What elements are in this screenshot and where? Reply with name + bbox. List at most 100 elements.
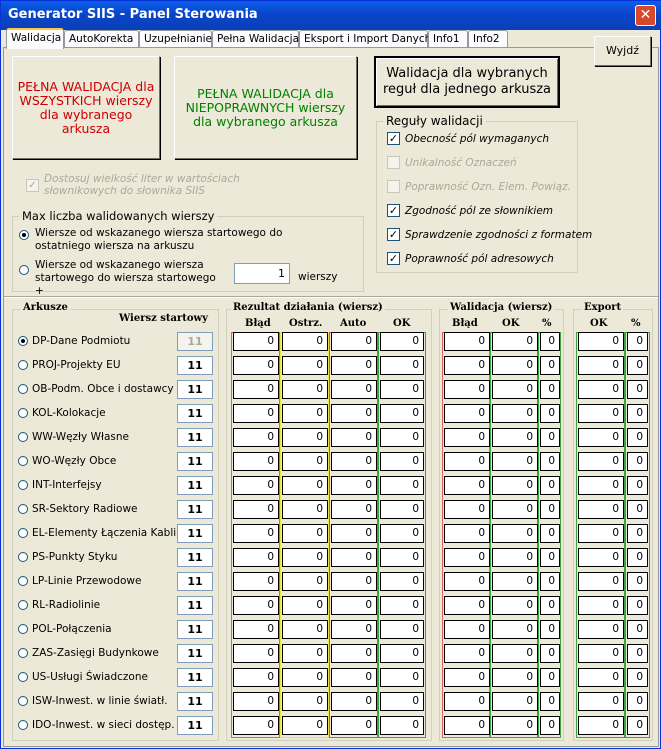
radio-icon[interactable] xyxy=(18,432,28,442)
sheet-radio-9[interactable]: PS-Punkty Styku xyxy=(18,551,117,563)
rule-checkbox-2[interactable]: Poprawność Ozn. Elem. Powiąz. xyxy=(387,180,571,193)
sheet-radio-6[interactable]: INT-Interfejsy xyxy=(18,479,102,491)
start-row-input[interactable]: 11 xyxy=(177,644,213,663)
radio-icon[interactable] xyxy=(18,528,28,538)
start-row-input[interactable]: 11 xyxy=(177,692,213,711)
sheet-radio-0[interactable]: DP-Dane Podmiotu xyxy=(18,335,130,347)
sheet-radio-12[interactable]: POL-Połączenia xyxy=(18,623,112,635)
checkbox-icon[interactable]: ✓ xyxy=(387,228,400,241)
radio-icon[interactable] xyxy=(18,624,28,634)
radio-icon[interactable] xyxy=(18,456,28,466)
result-cell: 0 xyxy=(444,572,490,591)
result-cell: 0 xyxy=(282,596,328,615)
start-row-input[interactable]: 11 xyxy=(177,572,213,591)
checkbox-icon[interactable] xyxy=(387,156,400,169)
start-row-input[interactable]: 11 xyxy=(177,548,213,567)
start-row-input[interactable]: 11 xyxy=(177,404,213,423)
radio-icon[interactable] xyxy=(18,720,28,730)
rule-checkbox-1[interactable]: Unikalność Oznaczeń xyxy=(387,156,517,169)
tab-3[interactable]: Pełna Walidacja xyxy=(212,30,299,48)
close-button[interactable]: ✕ xyxy=(635,5,656,26)
start-row-input[interactable]: 11 xyxy=(177,380,213,399)
sheet-radio-10[interactable]: LP-Linie Przewodowe xyxy=(18,575,141,587)
validation-header: Walidacja (wiersz) xyxy=(448,302,555,313)
start-row-input[interactable]: 11 xyxy=(177,716,213,735)
sheet-radio-4[interactable]: WW-Węzły Własne xyxy=(18,431,129,443)
checkbox-icon[interactable] xyxy=(387,180,400,193)
sheet-radio-2[interactable]: OB-Podm. Obce i dostawcy xyxy=(18,383,174,395)
radio-icon[interactable] xyxy=(18,480,28,490)
tab-0[interactable]: Walidacja xyxy=(6,28,64,49)
start-row-input[interactable]: 11 xyxy=(177,356,213,375)
adjust-case-checkbox[interactable]: ✓ Dostosuj wielkość liter w wartościach s… xyxy=(26,173,246,197)
val-ok-header: OK xyxy=(502,318,520,329)
radio-all[interactable] xyxy=(19,230,29,240)
sheet-radio-7[interactable]: SR-Sektory Radiowe xyxy=(18,503,138,515)
sheet-label: US-Usługi Świadczone xyxy=(32,671,148,683)
rule-checkbox-4[interactable]: ✓ Sprawdzenie zgodności z formatem xyxy=(387,228,592,241)
max-rows-option-all[interactable]: Wiersze od wskazanego wiersza startowego… xyxy=(19,227,319,253)
result-cell: 0 xyxy=(380,500,424,519)
radio-icon[interactable] xyxy=(18,384,28,394)
result-cell: 0 xyxy=(380,644,424,663)
sheets-header: Arkusze xyxy=(21,302,70,313)
sheet-radio-13[interactable]: ZAS-Zasięgi Budynkowe xyxy=(18,647,159,659)
rule-checkbox-5[interactable]: ✓ Poprawność pól adresowych xyxy=(387,252,554,265)
start-row-input[interactable]: 11 xyxy=(177,668,213,687)
result-cell: 0 xyxy=(233,500,279,519)
checkbox-icon[interactable]: ✓ xyxy=(387,204,400,217)
radio-icon[interactable] xyxy=(18,576,28,586)
start-row-input[interactable]: 11 xyxy=(177,620,213,639)
result-cell: 0 xyxy=(233,620,279,639)
result-cell: 0 xyxy=(282,668,328,687)
result-cell: 0 xyxy=(540,428,560,447)
result-cell: 0 xyxy=(627,668,648,687)
radio-limit[interactable] xyxy=(19,265,29,275)
exit-button[interactable]: Wyjdź xyxy=(594,36,651,66)
tab-page-walidacja: Wyjdź PEŁNA WALIDACJA dla WSZYSTKICH wie… xyxy=(3,36,659,747)
selected-rules-validation-button[interactable]: Walidacja dla wybranych reguł dla jedneg… xyxy=(374,56,560,108)
start-row-input[interactable]: 11 xyxy=(177,476,213,495)
result-cell: 0 xyxy=(331,452,377,471)
radio-icon[interactable] xyxy=(18,360,28,370)
radio-icon[interactable] xyxy=(18,648,28,658)
sheet-radio-8[interactable]: EL-Elementy Łączenia Kabli xyxy=(18,527,176,539)
rule-checkbox-0[interactable]: ✓ Obecność pól wymaganych xyxy=(387,132,549,145)
max-rows-option-limit[interactable]: Wiersze od wskazanego wiersza startowego… xyxy=(19,259,219,298)
tab-6[interactable]: Info2 xyxy=(468,30,508,48)
sheet-radio-14[interactable]: US-Usługi Świadczone xyxy=(18,671,148,683)
result-cell: 0 xyxy=(282,332,328,351)
sheet-radio-11[interactable]: RL-Radiolinie xyxy=(18,599,100,611)
result-cell: 0 xyxy=(578,644,624,663)
start-row-input[interactable]: 11 xyxy=(177,524,213,543)
sheet-radio-16[interactable]: IDO-Inwest. w sieci dostęp. xyxy=(18,719,175,731)
start-row-input[interactable]: 11 xyxy=(177,596,213,615)
tab-1[interactable]: AutoKorekta xyxy=(64,30,139,48)
start-row-input[interactable]: 11 xyxy=(177,332,213,351)
radio-icon[interactable] xyxy=(18,600,28,610)
radio-icon[interactable] xyxy=(18,696,28,706)
tab-5[interactable]: Info1 xyxy=(428,30,468,48)
radio-icon[interactable] xyxy=(18,408,28,418)
tab-2[interactable]: Uzupełnianie xyxy=(139,30,212,48)
tab-4[interactable]: Eksport i Import Danych xyxy=(299,30,431,48)
rule-checkbox-3[interactable]: ✓ Zgodność pól ze słownikiem xyxy=(387,204,553,217)
checkbox-icon[interactable]: ✓ xyxy=(387,252,400,265)
row-count-input[interactable]: 1 xyxy=(234,263,290,284)
radio-icon[interactable] xyxy=(18,336,28,346)
sheet-radio-5[interactable]: WO-Węzły Obce xyxy=(18,455,116,467)
start-row-input[interactable]: 11 xyxy=(177,428,213,447)
result-cell: 0 xyxy=(578,548,624,567)
full-validation-invalid-button[interactable]: PEŁNA WALIDACJA dla NIEPOPRAWNYCH wiersz… xyxy=(174,56,357,159)
radio-icon[interactable] xyxy=(18,672,28,682)
checkbox-icon[interactable]: ✓ xyxy=(387,132,400,145)
sheet-radio-15[interactable]: ISW-Inwest. w linie światł. xyxy=(18,695,168,707)
radio-icon[interactable] xyxy=(18,552,28,562)
radio-icon[interactable] xyxy=(18,504,28,514)
start-row-input[interactable]: 11 xyxy=(177,452,213,471)
full-validation-all-button[interactable]: PEŁNA WALIDACJA dla WSZYSTKICH wierszy d… xyxy=(12,56,160,159)
sheet-radio-3[interactable]: KOL-Kolokacje xyxy=(18,407,106,419)
start-row-input[interactable]: 11 xyxy=(177,500,213,519)
result-cell: 0 xyxy=(282,644,328,663)
sheet-radio-1[interactable]: PROJ-Projekty EU xyxy=(18,359,121,371)
